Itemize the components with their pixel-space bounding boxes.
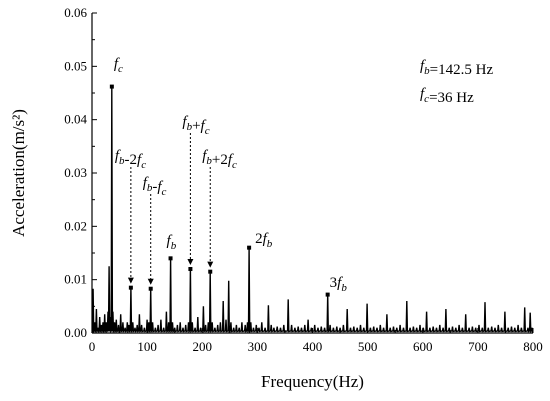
peak-label: 2fb xyxy=(255,231,273,250)
peak-label: fb+fc xyxy=(182,114,209,137)
peak-label: 3fb xyxy=(330,275,348,294)
x-tick-label: 600 xyxy=(413,339,433,354)
x-tick-label: 200 xyxy=(193,339,213,354)
y-tick-label: 0.04 xyxy=(64,112,87,127)
peak-marker xyxy=(109,84,114,89)
x-tick-label: 0 xyxy=(89,339,96,354)
annotations: fc fb-2fc fb-fc fb fb+fc fb+2fc 2fb 3fb fb=142.5… xyxy=(114,56,494,294)
info-fb: fb=142.5 Hz xyxy=(420,58,493,78)
peak-arrow-head xyxy=(147,278,154,285)
y-tick-label: 0.05 xyxy=(64,58,87,73)
x-tick-label: 800 xyxy=(523,339,543,354)
peak-label: fb-2fc xyxy=(115,148,146,171)
y-axis-title: Acceleration(m/s²) xyxy=(9,109,28,237)
peak-label: fb+2fc xyxy=(202,148,237,171)
x-tick-label: 100 xyxy=(137,339,157,354)
y-tick-label: 0.03 xyxy=(64,165,87,180)
peak-marker xyxy=(168,256,173,261)
peak-marker xyxy=(208,269,213,274)
peak-arrow-head xyxy=(127,277,134,284)
peak-label: fb xyxy=(167,233,177,252)
spectrum-series-line xyxy=(91,86,534,334)
peak-label: fb-fc xyxy=(143,175,167,198)
x-tick-label: 700 xyxy=(468,339,488,354)
peak-arrow-head xyxy=(187,259,194,265)
x-tick-label: 400 xyxy=(303,339,323,354)
x-tick-label: 500 xyxy=(358,339,378,354)
peak-marker xyxy=(128,285,133,290)
peak-marker xyxy=(325,292,330,297)
y-tick-label: 0.01 xyxy=(64,272,87,287)
peak-marker xyxy=(148,286,153,291)
y-tick-label: 0.06 xyxy=(64,5,87,20)
peak-arrow-head xyxy=(207,261,214,268)
plot-area xyxy=(91,84,534,334)
x-axis-title: Frequency(Hz) xyxy=(261,372,364,391)
y-tick-label: 0.02 xyxy=(64,218,87,233)
peak-label: fc xyxy=(114,56,123,75)
axes: 0 100 200 300 400 500 600 700 800 0.00 0.01 0.02 0.0… xyxy=(9,5,543,391)
peak-marker xyxy=(188,267,193,271)
info-fc: fc=36 Hz xyxy=(420,86,474,106)
y-tick-label: 0.00 xyxy=(64,325,87,340)
x-tick-label: 300 xyxy=(248,339,268,354)
peak-marker xyxy=(247,245,252,250)
